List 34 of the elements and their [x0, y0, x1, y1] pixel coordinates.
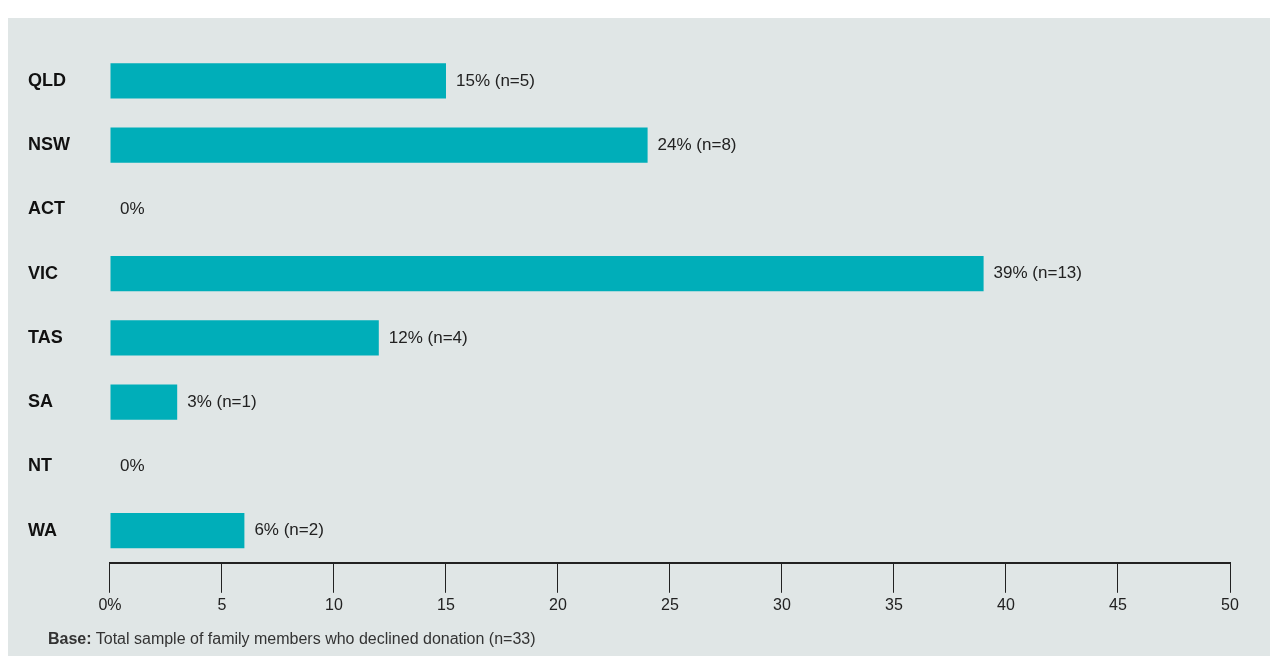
x-tick-label: 40: [997, 595, 1015, 613]
x-tick-label: 45: [1109, 595, 1127, 613]
x-tick-label: 15: [437, 595, 455, 613]
bar: [110, 320, 379, 356]
bar: [110, 127, 648, 163]
data-label: 24% (n=8): [657, 134, 737, 154]
y-tick-label: VIC: [28, 262, 59, 283]
y-tick-label: NSW: [28, 134, 70, 155]
y-tick-label: TAS: [28, 326, 63, 347]
text: Base: Total sample of family members who declined donation (n=33): [48, 630, 536, 647]
y-tick-label: SA: [28, 391, 54, 412]
bar: [110, 513, 245, 549]
x-tick-label: 25: [661, 595, 679, 613]
bar: [110, 384, 178, 420]
data-label: 0%: [119, 199, 145, 219]
data-label: 0%: [119, 456, 145, 476]
x-tick-label: 20: [549, 595, 567, 613]
x-tick-label: 0%: [98, 595, 122, 613]
x-tick-label: 30: [773, 595, 791, 613]
x-tick-label: 5: [217, 595, 227, 613]
y-tick-label: WA: [28, 519, 57, 540]
data-label: 15% (n=5): [456, 70, 535, 90]
y-tick-label: NT: [28, 455, 52, 476]
x-tick-label: 35: [885, 595, 903, 613]
data-label: 39% (n=13): [993, 263, 1082, 283]
y-tick-label: QLD: [28, 69, 66, 90]
data-label: 6% (n=2): [254, 520, 324, 540]
x-tick-label: 10: [325, 595, 343, 613]
x-tick-label: 50: [1221, 595, 1239, 613]
y-tick-label: ACT: [28, 198, 65, 219]
data-label: 12% (n=4): [388, 327, 468, 347]
bar: [110, 63, 446, 99]
data-label: 3% (n=1): [187, 391, 257, 411]
bar: [110, 256, 984, 292]
